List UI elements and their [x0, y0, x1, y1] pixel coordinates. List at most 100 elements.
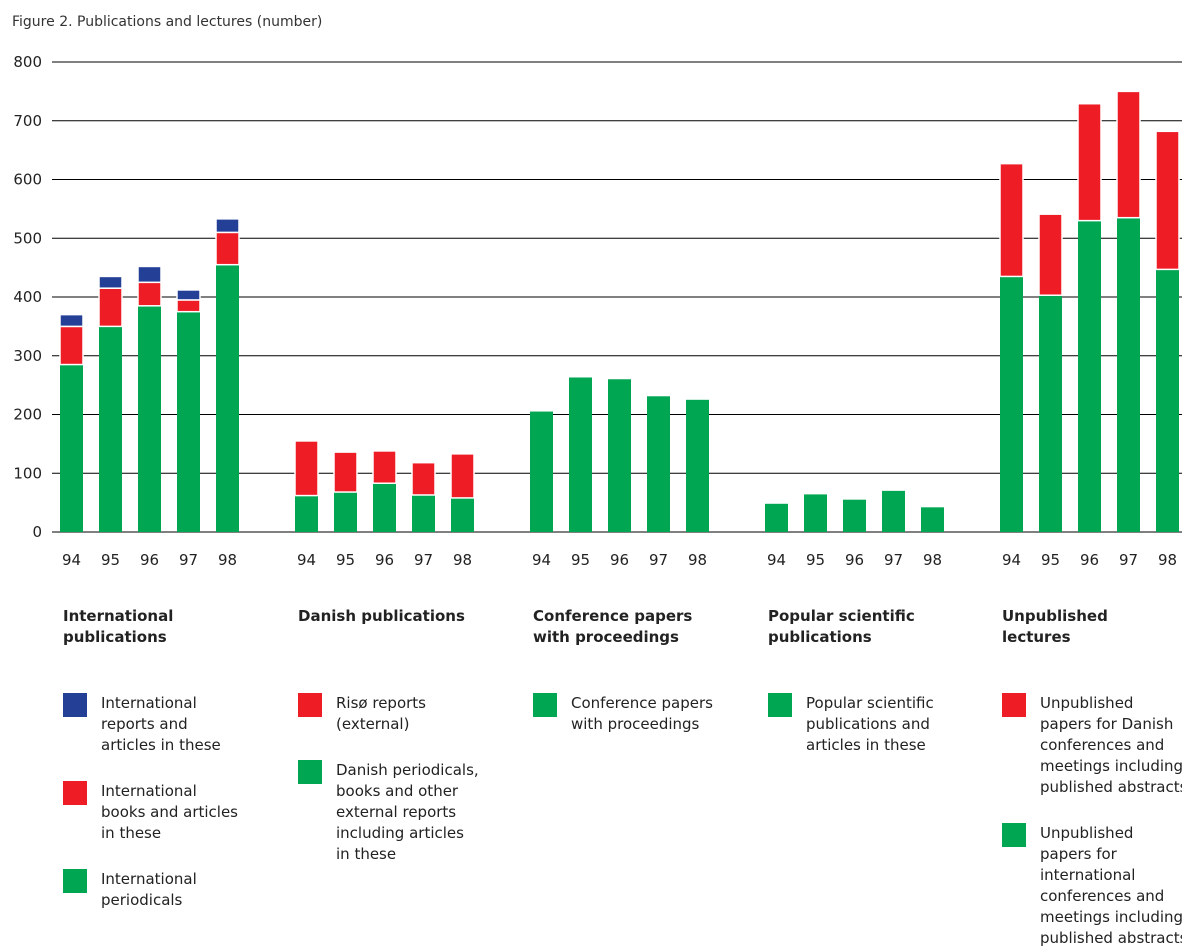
bar-segment: [1155, 130, 1180, 271]
bar-segment: [882, 490, 905, 532]
bar-segment: [334, 492, 357, 532]
legend-swatch: [63, 693, 87, 717]
bar-segment: [177, 311, 200, 532]
bar-segment: [216, 264, 239, 532]
group-label: Conference papers with proceedings: [533, 607, 693, 646]
legend-item: Unpublished papers for international confer…: [1002, 823, 1182, 949]
legend-item: International reports and articles in thes…: [63, 693, 253, 756]
bar-segment: [99, 326, 122, 532]
x-tick-label: 94: [767, 551, 786, 569]
bar-segment: [138, 305, 161, 532]
y-tick-label: 800: [13, 53, 42, 71]
bar-segment: [765, 503, 788, 532]
bar-segment: [647, 396, 670, 532]
bar-segment: [176, 289, 201, 301]
x-tick-label: 95: [571, 551, 590, 569]
x-tick-label: 97: [414, 551, 433, 569]
legend-item: Risø reports (external): [298, 693, 488, 735]
x-tick-label: 96: [845, 551, 864, 569]
bar-segment: [921, 507, 944, 532]
group-label: International publications: [63, 607, 174, 646]
legend-label: Danish periodicals, books and other extern…: [336, 761, 479, 863]
bar-segment: [215, 231, 240, 266]
legend-swatch: [1002, 823, 1026, 847]
legend-swatch: [1002, 693, 1026, 717]
bar-segment: [804, 494, 827, 532]
bars: [59, 90, 1180, 532]
y-tick-label: 100: [13, 464, 42, 482]
x-tick-label: 98: [453, 551, 472, 569]
bar-segment: [450, 453, 475, 499]
bar-segment: [176, 299, 201, 313]
legend-label: Unpublished papers for international confer…: [1040, 824, 1182, 947]
legend-label: Popular scientific publications and articl…: [806, 694, 934, 754]
x-tick-label: 95: [806, 551, 825, 569]
tick-labels: 0 100 200 300 400 500 600 700 800 94 95 96 97 98 94 95 9…: [13, 53, 1177, 569]
legend-item: International periodicals: [63, 869, 253, 911]
legend-swatch: [768, 693, 792, 717]
x-tick-label: 94: [297, 551, 316, 569]
x-tick-label: 98: [1158, 551, 1177, 569]
bar-segment: [1038, 213, 1063, 296]
bar-segment: [372, 450, 397, 484]
bar-segment: [98, 287, 123, 328]
legend-swatch: [63, 781, 87, 805]
bar-segment: [295, 495, 318, 532]
x-tick-label: 96: [610, 551, 629, 569]
bar-segment: [843, 499, 866, 532]
legend-label: International books and articles in these: [101, 782, 238, 842]
x-tick-label: 98: [923, 551, 942, 569]
legend-item: International books and articles in these: [63, 781, 253, 844]
x-tick-label: 97: [1119, 551, 1138, 569]
y-tick-label: 600: [13, 171, 42, 189]
legend-item: Unpublished papers for Danish conferences …: [1002, 693, 1182, 798]
x-tick-label: 95: [1041, 551, 1060, 569]
bar-segment: [1156, 269, 1179, 532]
y-tick-label: 700: [13, 112, 42, 130]
group-label: Popular scientific publications: [768, 607, 915, 646]
bar-segment: [411, 461, 436, 496]
x-tick-label: 98: [218, 551, 237, 569]
legend-swatch: [298, 760, 322, 784]
bar-segment: [1077, 102, 1102, 222]
bar-segment: [530, 411, 553, 532]
x-tick-label: 97: [179, 551, 198, 569]
legend-label: International periodicals: [101, 870, 197, 909]
legend-item: Conference papers with proceedings: [533, 693, 723, 735]
x-tick-label: 96: [1080, 551, 1099, 569]
chart-title: Figure 2. Publications and lectures (num…: [12, 14, 323, 30]
y-tick-label: 0: [32, 523, 42, 541]
bar-segment: [1000, 276, 1023, 532]
y-tick-label: 500: [13, 229, 42, 247]
bar-segment: [137, 265, 162, 284]
x-tick-label: 97: [884, 551, 903, 569]
bar-segment: [1117, 217, 1140, 532]
legend-swatch: [63, 869, 87, 893]
y-tick-label: 300: [13, 347, 42, 365]
bar-segment: [294, 440, 319, 497]
bar-segment: [59, 313, 84, 328]
bar-segment: [137, 281, 162, 307]
legend-item: Popular scientific publications and articl…: [768, 693, 958, 756]
legend-swatch: [298, 693, 322, 717]
bar-segment: [686, 399, 709, 532]
legend-label: Risø reports (external): [336, 694, 426, 733]
group-label: Danish publications: [298, 607, 465, 625]
bar-segment: [333, 451, 358, 493]
bar-segment: [999, 162, 1024, 278]
y-tick-label: 400: [13, 288, 42, 306]
x-tick-label: 96: [140, 551, 159, 569]
bar-segment: [373, 483, 396, 532]
x-tick-label: 98: [688, 551, 707, 569]
bar-segment: [1116, 90, 1141, 219]
legend-label: Unpublished papers for Danish conferences …: [1040, 694, 1182, 796]
legend-item: Danish periodicals, books and other extern…: [298, 760, 488, 865]
bar-segment: [608, 379, 631, 532]
stacked-bar-chart: 0 100 200 300 400 500 600 700 800 94 95 96 97 98 94 95 9…: [13, 53, 1182, 569]
x-tick-label: 94: [62, 551, 81, 569]
bar-segment: [569, 377, 592, 532]
bar-segment: [215, 218, 240, 234]
x-tick-label: 97: [649, 551, 668, 569]
x-tick-label: 95: [101, 551, 120, 569]
x-tick-label: 95: [336, 551, 355, 569]
